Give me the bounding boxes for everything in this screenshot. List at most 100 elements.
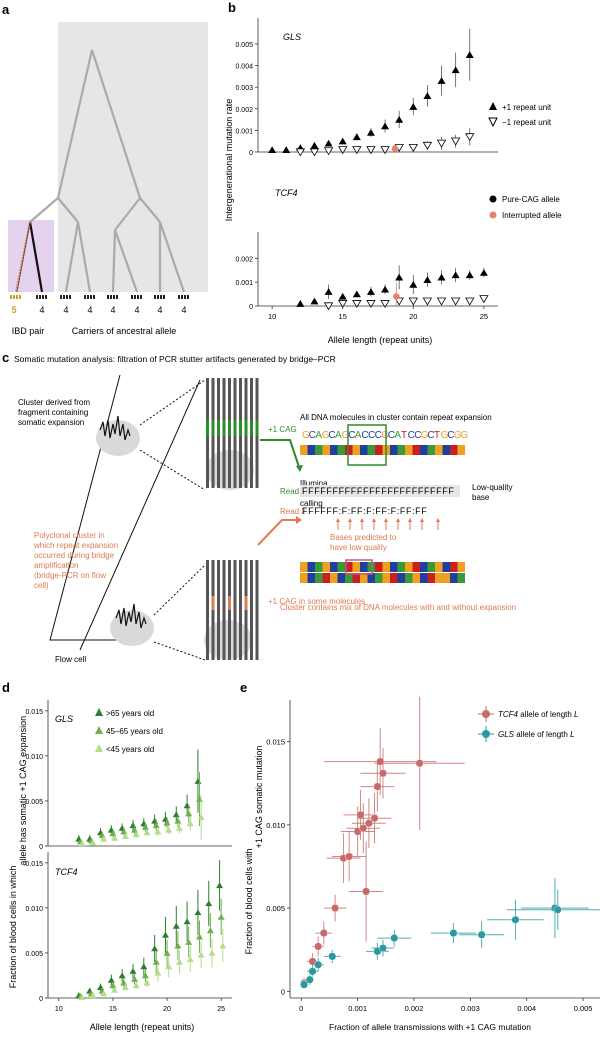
leaf-mark — [140, 295, 142, 299]
legend-mid-marker — [95, 726, 103, 734]
base-block — [442, 573, 450, 583]
data-point — [379, 769, 388, 778]
leaf-mark — [36, 295, 38, 299]
data-point — [370, 814, 379, 823]
data-point — [331, 904, 340, 913]
data-point-plus-one — [409, 103, 418, 110]
y-tick-label: 0 — [39, 996, 43, 1003]
sequence-bars-top — [300, 445, 465, 455]
dna-strand-expansion — [239, 420, 242, 436]
base-block — [390, 573, 398, 583]
x-tick-label: 10 — [268, 312, 276, 321]
data-point — [186, 956, 194, 963]
base-block — [322, 573, 330, 583]
dna-strand-expansion — [228, 596, 231, 610]
data-point-plus-one — [437, 77, 446, 84]
data-point — [154, 969, 162, 976]
data-point — [100, 990, 108, 997]
data-point-minus-one — [323, 302, 334, 311]
x-tick-label: 0.005 — [574, 1004, 593, 1013]
base-letter: C — [388, 430, 395, 441]
gene-label-gls: GLS — [283, 32, 301, 42]
data-point-plus-one — [479, 268, 488, 276]
base-block — [405, 562, 413, 572]
base-block — [300, 573, 308, 583]
data-point — [78, 993, 86, 1000]
leaf-label: 4 — [134, 305, 139, 315]
base-block — [315, 562, 323, 572]
data-point-plus-one — [338, 137, 347, 145]
legend-mid: 45–65 years old — [106, 727, 163, 736]
y-tick-label: 0.001 — [235, 128, 253, 135]
data-point-plus-one — [465, 51, 474, 58]
data-point — [121, 984, 129, 990]
dna-strands-top — [206, 378, 259, 488]
carriers-caption: Carriers of ancestral allele — [72, 326, 177, 336]
polyclonal-label: Polyclonal cluster in which repeat expans… — [33, 531, 118, 590]
data-point — [140, 963, 148, 970]
y-tick-label: 0.005 — [235, 42, 253, 49]
data-point — [183, 918, 191, 925]
label-line: which repeat expansion — [33, 541, 118, 550]
low-quality-arrows — [336, 518, 440, 530]
data-point — [118, 972, 126, 979]
leaf-mark — [63, 295, 65, 299]
data-point — [120, 979, 128, 986]
leaf-mark — [116, 295, 118, 299]
read2-quality: FFFFFF:F:FF:F:FF:F:FF:FF — [302, 506, 427, 516]
leaf-label: 5 — [11, 305, 16, 315]
tree-branches — [29, 49, 186, 293]
y-tick-label: 0.002 — [235, 256, 253, 263]
base-block — [390, 562, 398, 572]
dna-strand-expansion — [244, 596, 248, 610]
base-letter: A — [394, 430, 401, 441]
all-dna-label: All DNA molecules in cluster contain rep… — [300, 413, 492, 422]
data-point — [175, 958, 183, 965]
panel-b-ylabel: Intergenerational mutation rate — [224, 99, 234, 222]
x-tick-label: 25 — [480, 312, 488, 321]
base-block — [382, 562, 390, 572]
arrow-green — [260, 439, 301, 471]
data-point — [174, 817, 182, 824]
base-letter: C — [414, 430, 421, 441]
y-tick-label: 0.005 — [25, 799, 43, 806]
legend-tcf4-marker — [482, 710, 490, 718]
panel-e-ylabel: Fraction of blood cells with+1 CAG somat… — [244, 746, 264, 955]
base-block — [420, 445, 428, 455]
data-point-minus-one — [309, 148, 320, 157]
y-tick-label: 0 — [39, 844, 43, 851]
base-letter: C — [368, 430, 375, 441]
base-block — [352, 562, 360, 572]
data-point — [553, 905, 562, 914]
leaf-marks — [10, 295, 189, 299]
quality-arrowhead — [336, 518, 340, 522]
data-point — [194, 909, 202, 916]
data-point-minus-one — [380, 146, 390, 155]
base-letter: C — [408, 430, 415, 441]
data-point-minus-one — [394, 297, 404, 306]
cluster-squiggle-top — [99, 415, 131, 441]
data-point-plus-one — [310, 297, 319, 305]
dna-strand — [250, 560, 253, 660]
data-point — [151, 945, 159, 952]
data-point-interrupted — [393, 293, 400, 300]
quality-arrowhead — [360, 518, 364, 522]
x-tick-label: 10 — [55, 1006, 63, 1013]
dna-strand-expansion — [233, 420, 237, 436]
base-letter: G — [460, 430, 468, 441]
base-block — [375, 562, 383, 572]
data-point-plus-one — [366, 288, 375, 295]
base-block — [457, 445, 465, 455]
base-block — [307, 445, 315, 455]
data-point-minus-one — [408, 144, 418, 153]
leaf-mark — [45, 295, 47, 299]
base-block — [337, 573, 345, 583]
base-letter: G — [381, 430, 389, 441]
leaf-label: 4 — [63, 305, 68, 315]
read1-label: Read 1 — [280, 487, 306, 496]
sequence-text: GC A GC A GC A C C C GC A T C C GC T GC GG — [302, 430, 468, 441]
data-point-minus-one — [479, 295, 489, 304]
data-point — [217, 913, 225, 920]
data-point — [205, 900, 213, 907]
x-tick-label: 15 — [109, 1006, 117, 1013]
